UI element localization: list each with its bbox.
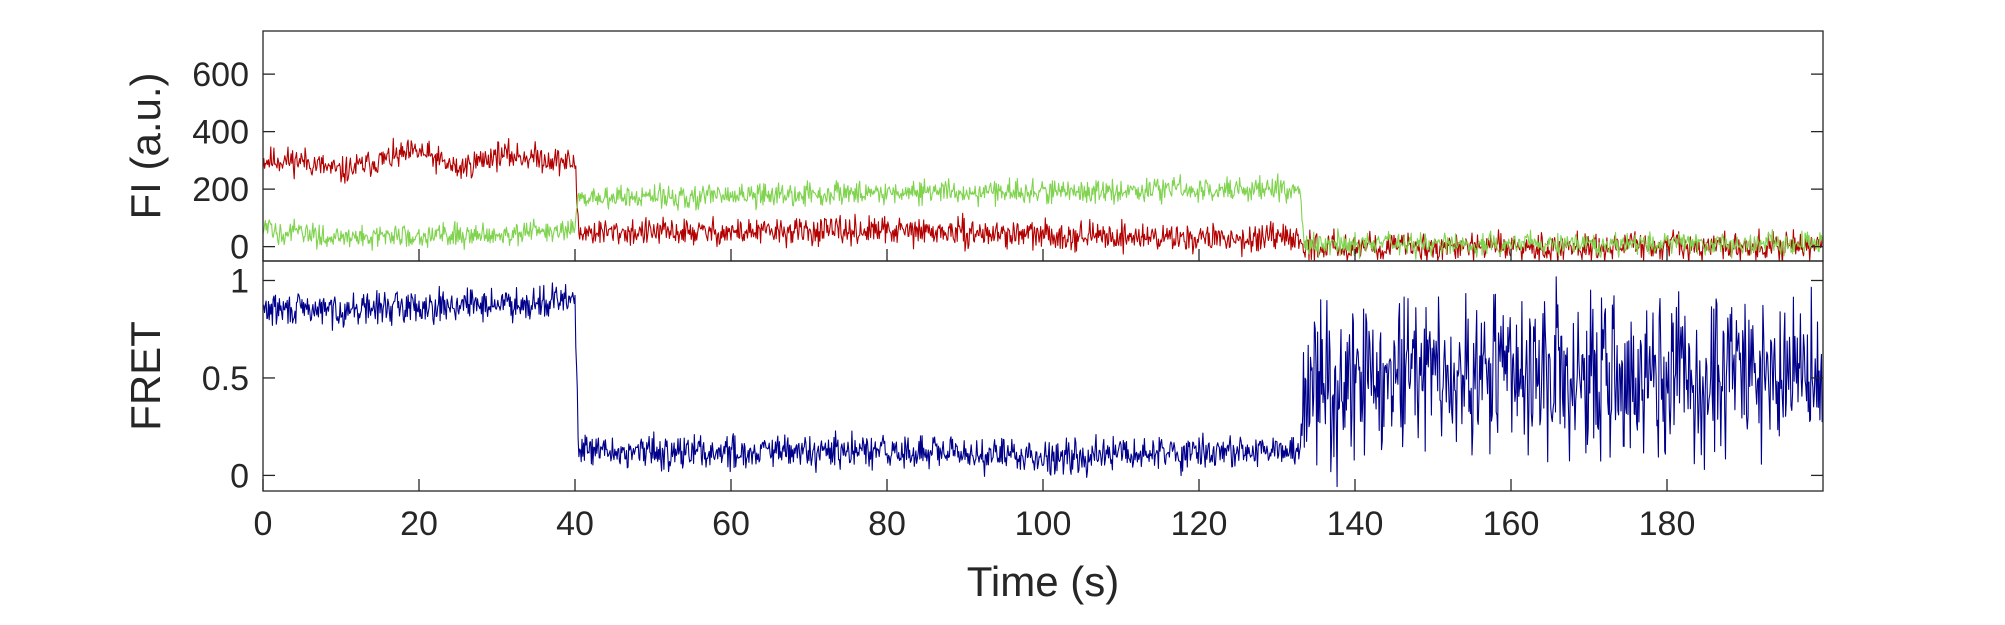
- time-x-tick-label: 20: [400, 505, 438, 543]
- fluorescence-panel: 0 200 400 600 FI (a.u.): [122, 30, 1824, 267]
- fluorescence-y-tick-label: 400: [192, 114, 249, 152]
- fluorescence-series-group: [263, 137, 1823, 261]
- time-x-tick-label: 60: [712, 505, 750, 543]
- fluorescence-y-tick-label: 0: [230, 229, 249, 267]
- time-x-tick-label: 140: [1327, 505, 1384, 543]
- fret-y-axis-label: FRET: [122, 321, 169, 431]
- fluorescence-y-tick-label: 200: [192, 171, 249, 209]
- time-x-tick-label: 100: [1015, 505, 1072, 543]
- fret-series-group: [263, 276, 1823, 488]
- fret-y-tick-label: 0.5: [202, 360, 249, 398]
- fluorescence-axes-frame: [262, 30, 1824, 262]
- time-x-tick-label: 160: [1483, 505, 1540, 543]
- fret-y-ticks: 00.51: [202, 262, 1823, 495]
- fluorescence-acceptor-trace: [263, 137, 1823, 261]
- fluorescence-donor-trace: [263, 173, 1823, 260]
- fret-panel: 00.51 0 20 40 60 80 100 120 140 160 180 FRET Time…: [122, 260, 1824, 605]
- time-x-ticks: 0 20 40 60 80 100 120 140 160 180: [254, 479, 1696, 543]
- fret-fret-trace: [263, 276, 1823, 488]
- fret-y-tick-label: 0: [230, 457, 249, 495]
- time-x-tick-label: 120: [1171, 505, 1228, 543]
- time-x-tick-label: 180: [1639, 505, 1696, 543]
- time-x-tick-label: 0: [254, 505, 273, 543]
- time-x-tick-label: 80: [868, 505, 906, 543]
- time-x-axis-label: Time (s): [967, 558, 1119, 605]
- time-x-tick-label: 40: [556, 505, 594, 543]
- fluorescence-y-axis-label: FI (a.u.): [122, 72, 169, 219]
- fluorescence-y-tick-label: 600: [192, 56, 249, 94]
- fluorescence-y-ticks: 0 200 400 600: [192, 56, 1823, 267]
- fret-y-tick-label: 1: [230, 262, 249, 300]
